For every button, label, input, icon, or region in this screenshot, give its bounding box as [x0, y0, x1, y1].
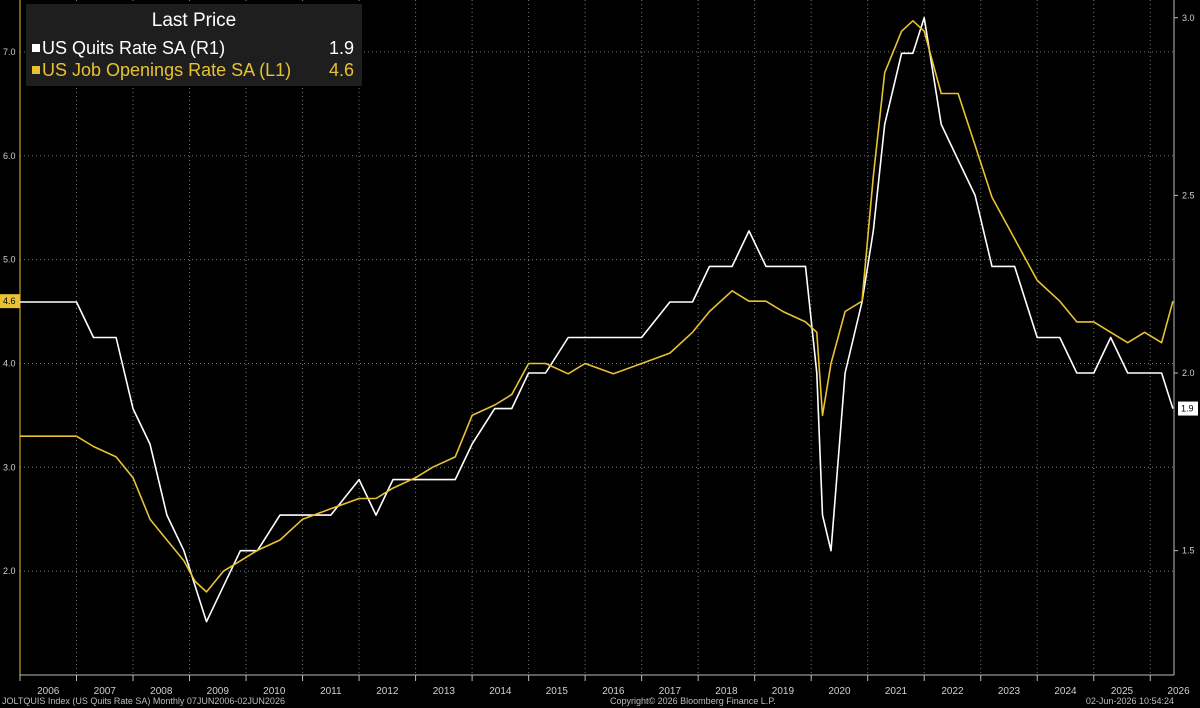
legend-header: Last Price [151, 10, 237, 31]
x-tick-label: 2008 [150, 686, 173, 697]
x-tick-label: 2017 [659, 686, 682, 697]
y-left-tick-label: 3.0 [3, 462, 16, 472]
legend-box: Last Price US Quits Rate SA (R1) 1.9 US … [26, 4, 362, 86]
footer-timestamp: 02-Jun-2026 10:54:24 [1085, 696, 1174, 706]
x-tick-label: 2026 [1167, 686, 1190, 697]
series-line-openings [20, 19, 1174, 593]
x-tick-label: 2010 [263, 686, 286, 697]
x-tick-label: 2007 [94, 686, 117, 697]
legend-item-openings: US Job Openings Rate SA (L1) 4.6 [32, 60, 354, 82]
left-last-value-label: 4.6 [3, 296, 16, 306]
x-tick-label: 2022 [941, 686, 964, 697]
footer-copyright: Copyright© 2026 Bloomberg Finance L.P. [610, 696, 776, 706]
y-right-tick-label: 2.0 [1182, 368, 1195, 378]
x-tick-label: 2011 [320, 686, 342, 697]
legend-swatch-quits [32, 44, 40, 52]
chart-series-lines [20, 16, 1174, 623]
legend-value-quits: 1.9 [328, 38, 354, 58]
x-tick-label: 2025 [1111, 686, 1134, 697]
left-last-value-marker [0, 294, 20, 309]
x-tick-label: 2019 [772, 686, 795, 697]
x-tick-label: 2021 [885, 686, 908, 697]
y-left-tick-label: 2.0 [3, 566, 16, 576]
right-last-value-label: 1.9 [1181, 404, 1194, 414]
x-tick-label: 2009 [207, 686, 230, 697]
legend-value-openings: 4.6 [328, 60, 354, 80]
y-left-tick-label: 7.0 [3, 47, 16, 57]
x-tick-label: 2012 [376, 686, 399, 697]
y-right-tick-label: 2.5 [1182, 190, 1195, 200]
legend-label-quits: US Quits Rate SA (R1) [42, 38, 226, 58]
x-tick-label: 2016 [602, 686, 625, 697]
y-left-tick-label: 6.0 [3, 151, 16, 161]
x-tick-label: 2024 [1054, 686, 1077, 697]
legend-label-openings: US Job Openings Rate SA (L1) [42, 60, 292, 80]
x-tick-label: 2006 [37, 686, 60, 697]
legend-swatch-openings [32, 66, 40, 74]
y-left-tick-label: 4.0 [3, 358, 16, 368]
x-tick-label: 2015 [546, 686, 569, 697]
y-left-tick-label: 5.0 [3, 255, 16, 265]
x-tick-label: 2020 [828, 686, 851, 697]
footer-index-description: JOLTQUIS Index (US Quits Rate SA) Monthl… [2, 696, 285, 706]
chart-tick-labels: 2006 2007 2008 2009 2010 2011 2012 2013 2014 2015… [0, 13, 1198, 697]
x-tick-label: 2013 [433, 686, 456, 697]
y-right-tick-label: 1.5 [1182, 546, 1195, 556]
x-tick-label: 2018 [715, 686, 738, 697]
x-tick-label: 2014 [489, 686, 512, 697]
right-last-value-marker [1178, 401, 1198, 416]
legend-item-quits: US Quits Rate SA (R1) 1.9 [32, 38, 354, 60]
y-right-tick-label: 3.0 [1182, 13, 1195, 23]
series-line-quits [20, 16, 1174, 623]
x-tick-label: 2023 [998, 686, 1021, 697]
chart-axes [19, 0, 1178, 681]
